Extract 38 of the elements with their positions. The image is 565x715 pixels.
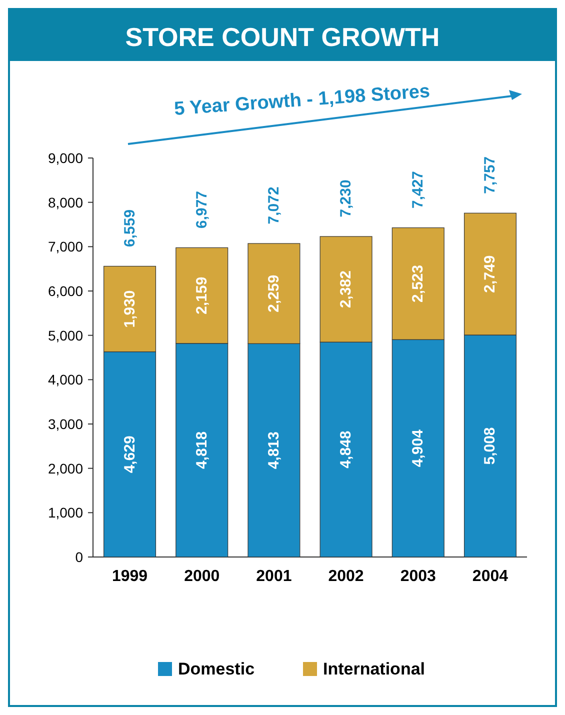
x-tick-label: 2001 [256,568,292,585]
data-label: 4,629 [121,436,138,474]
x-tick-label: 2002 [328,568,364,585]
data-label: 4,818 [193,431,210,469]
y-tick-label: 7,000 [48,238,84,255]
x-tick-label: 2000 [184,568,220,585]
data-label: 2,749 [482,255,499,293]
data-label: 2,259 [265,274,282,312]
y-tick-label: 2,000 [48,460,84,476]
legend-label: International [323,660,426,678]
x-tick-label: 1999 [112,568,148,585]
data-label: 5,008 [482,427,499,465]
y-tick-label: 6,000 [48,283,84,299]
data-label: 2,382 [338,270,355,308]
total-label: 7,230 [338,180,355,218]
data-label: 1,930 [121,290,138,328]
y-tick-label: 8,000 [48,194,84,210]
chart-title: STORE COUNT GROWTH [125,22,440,52]
legend-label: Domestic [178,660,255,678]
data-label: 4,848 [338,430,355,468]
data-label: 4,904 [410,428,427,468]
data-label: 2,159 [193,276,210,314]
y-tick-label: 1,000 [48,504,84,521]
data-label: 4,813 [265,432,282,470]
y-tick-label: 3,000 [48,416,84,432]
x-tick-label: 2003 [400,568,436,585]
total-label: 7,072 [265,186,282,224]
x-tick-label: 2004 [472,568,508,585]
data-label: 2,523 [410,264,427,302]
total-label: 7,757 [482,156,499,194]
y-tick-label: 5,000 [48,327,84,344]
total-label: 7,427 [410,170,427,209]
y-tick-label: 9,000 [48,150,84,166]
total-label: 6,977 [193,190,210,228]
total-label: 6,559 [121,209,138,247]
y-tick-label: 0 [75,549,84,565]
y-tick-label: 4,000 [48,372,84,388]
text: 5 Year Growth - 1,198 Stores [174,81,431,120]
